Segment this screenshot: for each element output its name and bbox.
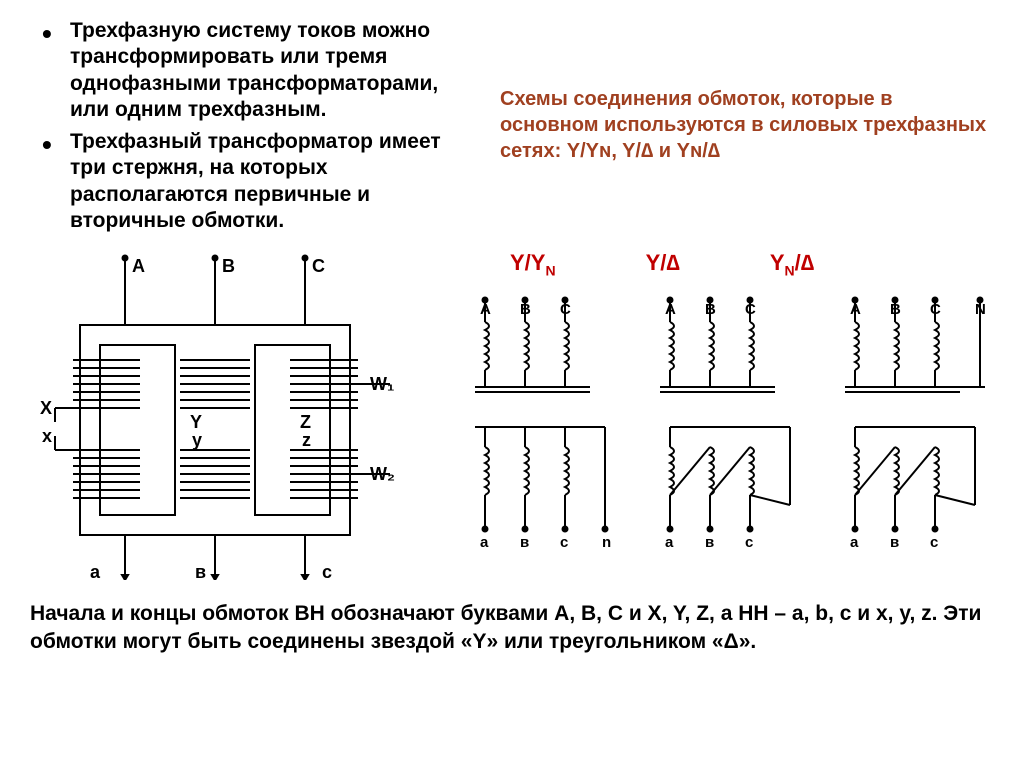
svg-text:а: а [850,534,859,551]
svg-text:x: x [42,426,52,446]
transformer-core-diagram: A B C X x Y y Z z W₁ W₂ а в с [30,250,410,580]
schema-caption: Схемы соединения обмоток, которые в осно… [500,86,994,164]
bottom-paragraph: Начала и концы обмоток ВН обозначают бук… [30,600,994,657]
connection-labels-row: Y/YN Y/∆ YN/∆ [460,250,1000,278]
conn-label-a: Y/YN [510,250,556,278]
svg-text:A: A [850,301,861,318]
winding-diagrams: A B C [460,292,1000,562]
svg-text:а: а [665,534,674,551]
lbl-B: B [222,256,235,276]
svg-text:B: B [890,301,901,318]
svg-text:y: y [192,430,202,450]
svg-text:A: A [665,301,676,318]
bullet-list: Трехфазную систему токов можно трансформ… [30,18,470,234]
conn-label-c: YN/∆ [770,250,814,278]
svg-text:z: z [302,430,311,450]
svg-text:Y: Y [190,412,202,432]
svg-text:в: в [705,534,714,551]
svg-text:Z: Z [300,412,311,432]
lbl-C: C [312,256,325,276]
svg-text:в: в [520,534,529,551]
svg-text:n: n [602,534,611,551]
svg-text:а: а [480,534,489,551]
lbl-A: A [132,256,145,276]
svg-text:C: C [560,301,571,318]
svg-text:с: с [930,534,938,551]
svg-text:B: B [705,301,716,318]
svg-text:в: в [195,562,206,580]
svg-text:A: A [480,301,491,318]
bullet-1: Трехфазную систему токов можно трансформ… [70,18,470,123]
bullet-2: Трехфазный трансформатор имеет три стерж… [70,129,470,234]
svg-text:в: в [890,534,899,551]
svg-text:с: с [745,534,753,551]
svg-text:W₁: W₁ [370,374,394,394]
svg-text:B: B [520,301,531,318]
svg-text:с: с [322,562,332,580]
svg-text:W₂: W₂ [370,464,395,484]
svg-text:с: с [560,534,568,551]
svg-text:N: N [975,301,986,318]
conn-label-b: Y/∆ [646,250,680,278]
svg-text:X: X [40,398,52,418]
svg-text:а: а [90,562,101,580]
svg-text:C: C [745,301,756,318]
svg-text:C: C [930,301,941,318]
